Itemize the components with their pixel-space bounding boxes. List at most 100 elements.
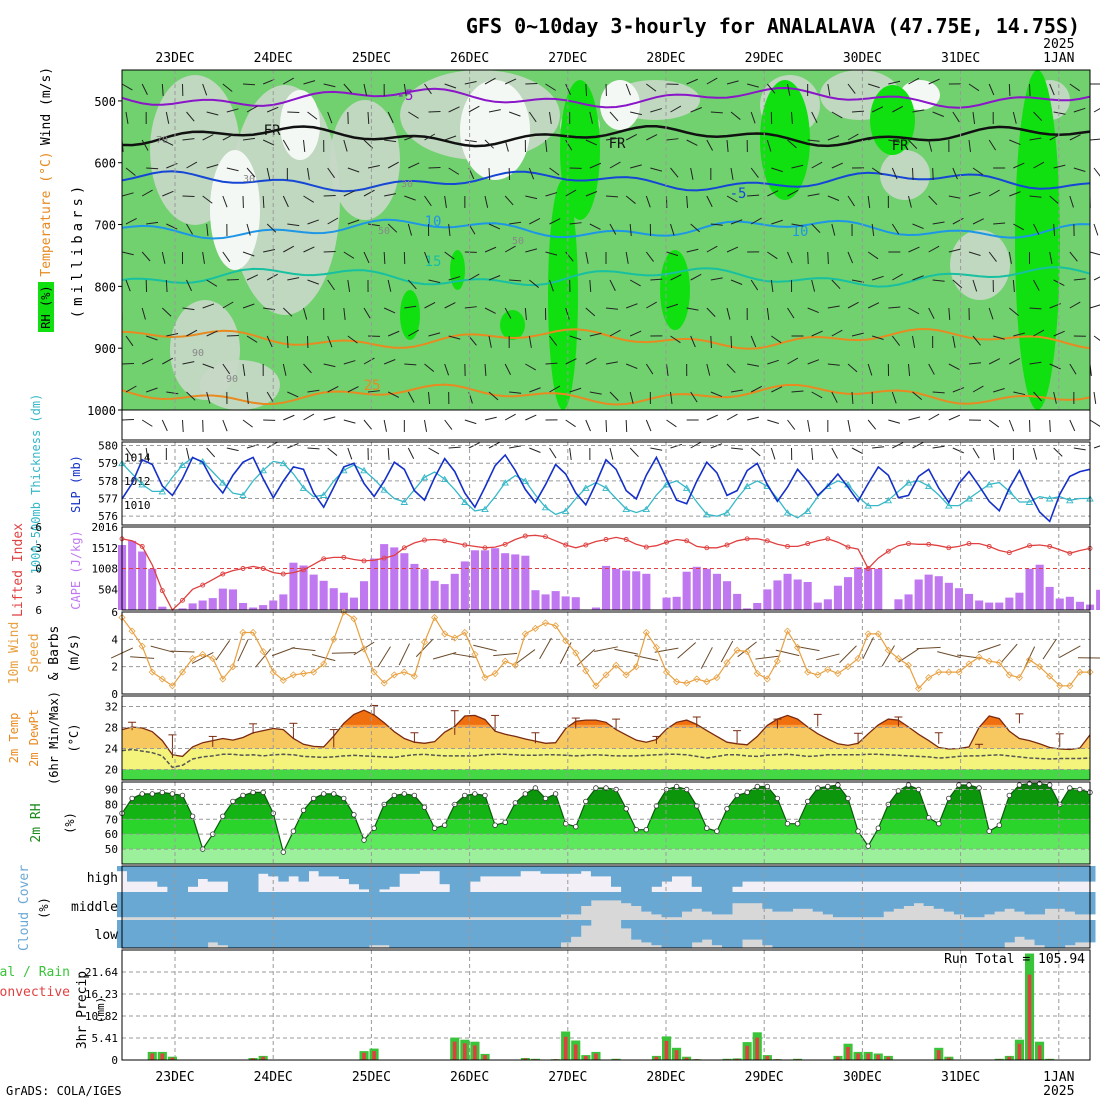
wind-barb — [666, 363, 669, 376]
rh2m-panel: 90 80 70 60 50 2m RH (%) — [29, 780, 1093, 865]
precip-convective-bar — [463, 1043, 467, 1060]
wind-barb — [1049, 419, 1051, 433]
wind-barb — [670, 391, 673, 404]
wind-barb — [141, 251, 151, 262]
wind-speed-point — [158, 675, 166, 683]
slp-thickness-frame — [121, 441, 1091, 526]
cloud-cover-bar — [742, 892, 753, 904]
wind-speed-point — [249, 628, 257, 637]
cloud-cover-bar — [762, 866, 773, 882]
cloud-cover-bar — [328, 866, 340, 877]
temp-tick-label: 20 — [105, 764, 118, 777]
top-day-label: 30DEC — [843, 51, 882, 66]
wind-barb — [569, 447, 572, 460]
wind-barb — [666, 303, 679, 309]
wind-barb — [686, 78, 698, 85]
precip-convective-bar — [1007, 1056, 1012, 1060]
wind-barb — [246, 391, 249, 404]
surface-wind-barb — [576, 649, 596, 666]
cape-bar — [1075, 601, 1084, 610]
lifted-tick-label: 6 — [35, 604, 42, 617]
lifted-index-point — [260, 566, 266, 571]
cape-bar — [854, 567, 863, 610]
cloud-cover-bar — [984, 866, 995, 882]
wind-barb — [827, 251, 829, 265]
wind-barb — [650, 108, 662, 113]
cloud-cover-bar — [1024, 866, 1035, 882]
wind-barb — [771, 167, 783, 173]
rh-point — [1016, 782, 1023, 788]
wind-barb — [908, 139, 918, 149]
wind-barb — [827, 83, 831, 96]
bottom-year-label: 2025 — [1043, 1084, 1074, 1099]
surface-wind-barb — [191, 651, 214, 664]
temp-band-24-28 — [122, 727, 1090, 749]
wind-barb — [303, 80, 316, 85]
pressure-axis-label: (millibars) — [70, 182, 86, 319]
cloud-cover-bar — [661, 892, 672, 918]
wind-barb — [968, 251, 981, 257]
cape-bar — [561, 596, 570, 610]
wind-barb — [428, 279, 441, 284]
wind-barb — [161, 83, 164, 97]
wind-barb — [750, 111, 756, 124]
rh-point — [139, 791, 145, 797]
wind-barb — [146, 387, 158, 393]
wind-barb — [867, 195, 871, 208]
cloud-cover-bar — [1004, 920, 1015, 943]
cape-bar — [440, 584, 449, 610]
surface-wind-barb — [881, 645, 895, 667]
wind-barb — [141, 419, 153, 427]
wind-barb — [504, 139, 509, 152]
wind-barb — [952, 447, 964, 454]
precip-convective-bar — [745, 1045, 749, 1060]
rh-point — [280, 849, 286, 855]
cloud-cover-bar — [873, 920, 884, 948]
wind-barb — [609, 447, 614, 460]
rh-point — [583, 798, 589, 805]
temp-tick-label: 28 — [105, 722, 118, 735]
surface-wind-barb — [215, 640, 231, 661]
precip-convective-bar — [735, 1058, 739, 1060]
cloud-cover-bar — [1004, 892, 1015, 909]
wind-barb — [807, 307, 819, 314]
wind-barb — [222, 83, 233, 92]
wind-barb — [928, 307, 935, 319]
wind-barb — [670, 223, 675, 236]
precip-convective-bar — [452, 1041, 457, 1060]
wind-barb — [484, 77, 496, 85]
precip-convective-bar — [765, 1055, 770, 1060]
top-day-label: 27DEC — [548, 51, 587, 66]
wind-barb — [1008, 419, 1015, 432]
pressure-tick-label: 1000 — [87, 404, 116, 418]
wind-barb — [488, 223, 501, 230]
wind-barb — [343, 139, 348, 152]
lifted-index-point — [583, 542, 589, 548]
thickness-point — [561, 507, 570, 514]
cloud-cover-bar — [248, 920, 259, 948]
wind-barb — [968, 139, 972, 152]
wind-barb — [1033, 223, 1040, 235]
cape-bar — [400, 553, 409, 610]
wind-barb — [645, 251, 654, 262]
wind-barb — [872, 446, 885, 449]
lifted-index-point — [563, 542, 569, 548]
wind-barb — [307, 447, 320, 450]
cloud-cover-bar — [500, 866, 511, 877]
lifted-index-point — [744, 536, 750, 542]
lifted-index-point — [623, 537, 629, 542]
cloud-cover-bar — [510, 866, 521, 877]
wind-barb — [266, 441, 278, 449]
wind-barb — [488, 109, 501, 113]
cloud-cover-bar — [792, 920, 803, 948]
cloud-cover-bar — [570, 920, 582, 937]
cape-bar — [531, 590, 540, 610]
cloud-cover-bar — [822, 866, 834, 882]
cloud-cover-bar — [873, 866, 884, 882]
wind-speed-point — [642, 628, 650, 637]
wind-barb — [182, 419, 184, 433]
wind-barb — [892, 105, 904, 113]
top-day-label: 28DEC — [646, 51, 685, 66]
wind-barb — [226, 108, 239, 113]
cloud-cover-bar — [298, 866, 309, 882]
